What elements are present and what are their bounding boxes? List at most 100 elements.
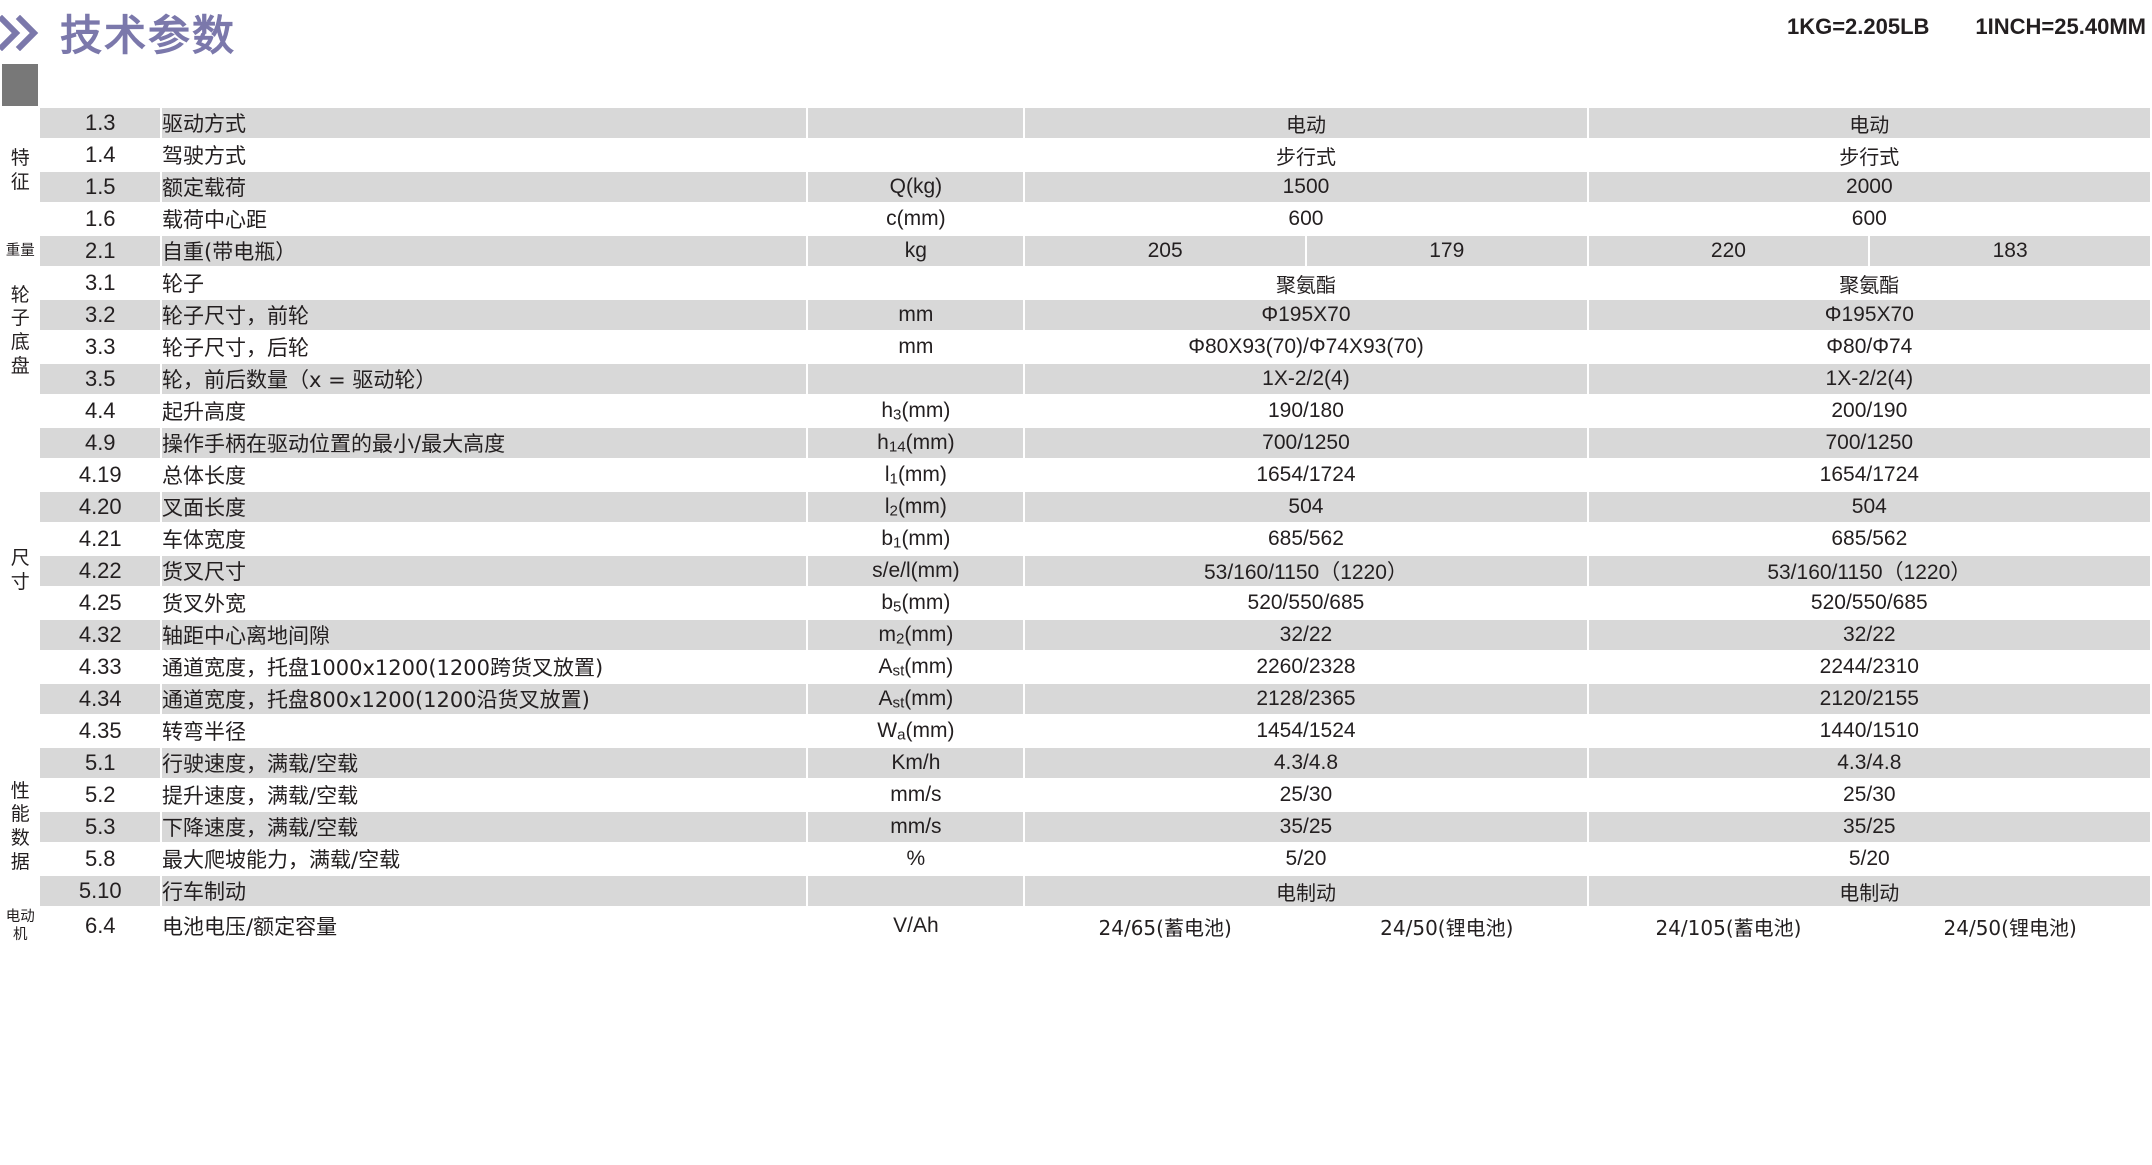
row-unit: mm/s [808, 812, 1024, 842]
row-unit: mm/s [808, 780, 1024, 810]
row-number: 4.33 [40, 652, 161, 682]
table-row: 5.10 行车制动 电制动 电制动 [2, 876, 2150, 906]
table-row: 电动机 6.4 电池电压/额定容量 V/Ah 24/65(蓄电池) 24/50(锂电池) 2… [2, 908, 2150, 945]
page-title: 技术参数 [60, 11, 237, 60]
row-number: 3.1 [40, 268, 161, 298]
row-unit [808, 876, 1024, 906]
page-header: 技术参数 1KG=2.205LB 1INCH=25.40MM [0, 0, 2152, 62]
row-unit: Q(kg) [808, 172, 1024, 202]
value-cbd15w-group: 2128/2365 [1025, 684, 1587, 714]
value-model-1: 24/65(蓄电池) [1025, 908, 1305, 945]
row-number: 1.4 [40, 140, 161, 170]
row-number: 4.35 [40, 716, 161, 746]
row-unit: h3(mm) [808, 396, 1024, 426]
category-label-6: 电动机 [2, 908, 39, 945]
table-row: 4.34 通道宽度，托盘800x1200(1200沿货叉放置) Ast(mm) 212… [2, 684, 2150, 714]
table-row: 4.9 操作手柄在驱动位置的最小/最大高度 h14(mm) 700/1250 700/1… [2, 428, 2150, 458]
value-cbd20w-group: Φ80/Φ74 [1588, 332, 2150, 362]
value-cbd20w-group: 32/22 [1588, 620, 2150, 650]
table-row: 3.5 轮，前后数量（x = 驱动轮） 1X-2/2(4) 1X-2/2(4) [2, 364, 2150, 394]
row-number: 4.22 [40, 556, 161, 586]
row-number: 2.1 [40, 236, 161, 266]
value-cbd20w-group: 685/562 [1588, 524, 2150, 554]
value-cbd20w-group: 700/1250 [1588, 428, 2150, 458]
value-cbd15w-group: 53/160/1150（1220） [1025, 556, 1587, 586]
row-number: 1.3 [40, 108, 161, 138]
row-number: 5.10 [40, 876, 161, 906]
value-cbd15w-group: 1654/1724 [1025, 460, 1587, 490]
value-cbd20w-group: 1X-2/2(4) [1588, 364, 2150, 394]
value-cbd20w-group: 1440/1510 [1588, 716, 2150, 746]
table-row: 5.3 下降速度，满载/空载 mm/s 35/25 35/25 [2, 812, 2150, 842]
row-description: 驾驶方式 [162, 140, 807, 170]
row-unit: l1(mm) [808, 460, 1024, 490]
value-cbd20w-group: 步行式 [1588, 140, 2150, 170]
row-description: 操作手柄在驱动位置的最小/最大高度 [162, 428, 807, 458]
table-row: 4.32 轴距中心离地间隙 m2(mm) 32/22 32/22 [2, 620, 2150, 650]
row-description: 下降速度，满载/空载 [162, 812, 807, 842]
value-cbd15w-group: 1454/1524 [1025, 716, 1587, 746]
header-model-3: CBD20W-E [1588, 64, 1869, 106]
value-cbd20w-group: 504 [1588, 492, 2150, 522]
row-description: 轮子 [162, 268, 807, 298]
value-cbd20w-group: 4.3/4.8 [1588, 748, 2150, 778]
value-cbd15w-group: 504 [1025, 492, 1587, 522]
row-description: 起升高度 [162, 396, 807, 426]
row-description: 货叉外宽 [162, 588, 807, 618]
table-row: 特征 1.3 驱动方式 电动 电动 [2, 108, 2150, 234]
specifications-table: 型 号单 位 CBD15W-E CBD15W-E/Li CBD20W-E CBD20W-… [0, 62, 2152, 946]
table-row: 重量 2.1 自重(带电瓶） kg 205 179 220 183 [2, 236, 2150, 266]
value-cbd15w-group: 步行式 [1025, 140, 1587, 170]
row-description: 轮，前后数量（x = 驱动轮） [162, 364, 807, 394]
value-model-4: 24/50(锂电池) [1870, 908, 2150, 945]
row-description: 总体长度 [162, 460, 807, 490]
value-cbd15w-group: 2260/2328 [1025, 652, 1587, 682]
row-number: 4.19 [40, 460, 161, 490]
row-unit: l2(mm) [808, 492, 1024, 522]
header-model-2: CBD15W-E/Li [1306, 64, 1587, 106]
value-cbd20w-group: 520/550/685 [1588, 588, 2150, 618]
value-model-2: 179 [1306, 236, 1587, 266]
value-model-3: 220 [1588, 236, 1869, 266]
row-unit: Wa(mm) [808, 716, 1024, 746]
value-model-2: 24/50(锂电池) [1306, 908, 1587, 945]
row-number: 4.20 [40, 492, 161, 522]
row-number: 5.8 [40, 844, 161, 874]
value-cbd15w-group: Φ80X93(70)/Φ74X93(70) [1025, 332, 1587, 362]
row-unit: % [808, 844, 1024, 874]
row-description: 提升速度，满载/空载 [162, 780, 807, 810]
table-row: 4.19 总体长度 l1(mm) 1654/1724 1654/1724 [2, 460, 2150, 490]
value-cbd20w-group: 聚氨酯 [1588, 268, 2150, 298]
unit-conversions: 1KG=2.205LB 1INCH=25.40MM [1787, 14, 2146, 40]
value-cbd15w-group: 电制动 [1025, 876, 1587, 906]
row-unit: s/e/l(mm) [808, 556, 1024, 586]
row-number: 5.1 [40, 748, 161, 778]
table-row: 5.8 最大爬坡能力，满载/空载% 5/20 5/20 [2, 844, 2150, 874]
table-row: 1.4 驾驶方式 步行式 步行式 [2, 140, 2150, 170]
row-description: 载荷中心距 [162, 204, 807, 234]
row-description: 车体宽度 [162, 524, 807, 554]
row-unit: m2(mm) [808, 620, 1024, 650]
value-cbd15w-group: 190/180 [1025, 396, 1587, 426]
value-cbd20w-group: 2120/2155 [1588, 684, 2150, 714]
row-unit: kg [808, 236, 1024, 266]
header-category-blank [2, 64, 39, 106]
row-description: 货叉尺寸 [162, 556, 807, 586]
row-description: 行车制动 [162, 876, 807, 906]
row-number: 5.2 [40, 780, 161, 810]
row-number: 4.34 [40, 684, 161, 714]
row-number: 4.21 [40, 524, 161, 554]
row-unit [808, 268, 1024, 298]
table-row: 4.20 叉面长度 l2(mm) 504 504 [2, 492, 2150, 522]
value-cbd20w-group: 200/190 [1588, 396, 2150, 426]
table-row: 4.22 货叉尺寸 s/e/l(mm) 53/160/1150（1220） 53/160… [2, 556, 2150, 586]
value-cbd15w-group: 685/562 [1025, 524, 1587, 554]
row-description: 轮子尺寸，前轮 [162, 300, 807, 330]
row-number: 1.6 [40, 204, 161, 234]
row-unit: h14(mm) [808, 428, 1024, 458]
value-cbd20w-group: 35/25 [1588, 812, 2150, 842]
header-model-1: CBD15W-E [1025, 64, 1305, 106]
row-unit: Ast(mm) [808, 652, 1024, 682]
title-group: 技术参数 [0, 2, 236, 63]
table-row: 3.2 轮子尺寸，前轮 mm Φ195X70 Φ195X70 [2, 300, 2150, 330]
